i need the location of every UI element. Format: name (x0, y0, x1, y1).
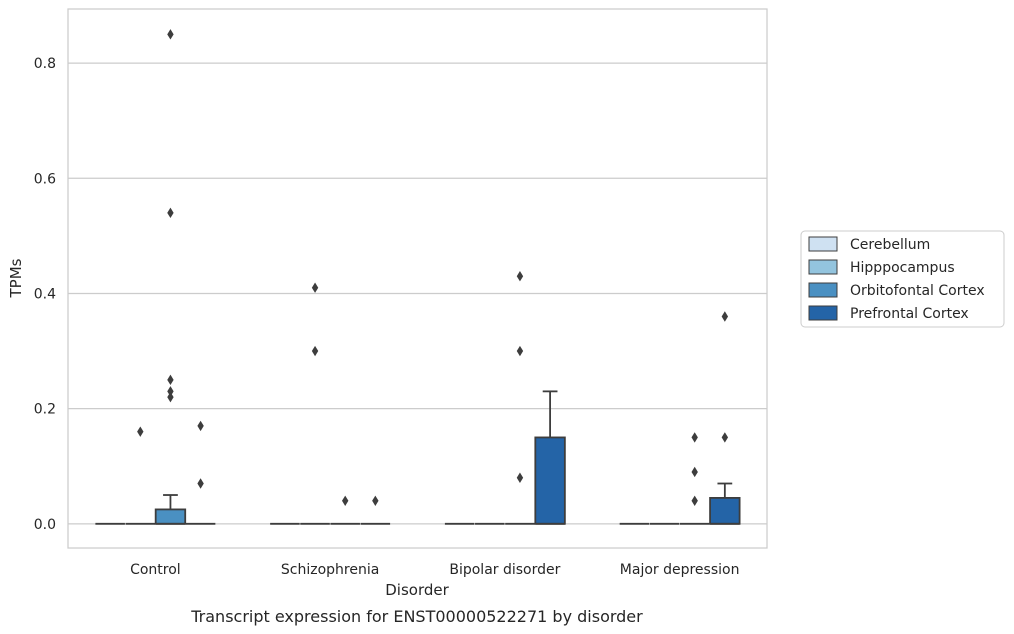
x-axis-label: Disorder (385, 581, 449, 599)
outlier-point (167, 207, 174, 219)
legend-label: Prefrontal Cortex (850, 306, 969, 322)
x-tick-label: Control (130, 562, 181, 578)
outlier-point (167, 374, 174, 386)
box-group (709, 311, 741, 525)
outlier-point (341, 495, 349, 506)
outlier-point (516, 472, 524, 483)
y-axis-label: TPMs (7, 258, 25, 298)
y-tick-labels: 0.0 0.2 0.4 0.6 0.8 (34, 56, 56, 533)
legend-label: Hipppocampus (850, 260, 955, 276)
outlier-point (137, 426, 144, 437)
y-tick-label: 0.4 (34, 286, 56, 302)
box (154, 508, 187, 525)
box-group (534, 390, 566, 525)
legend-swatch (808, 282, 838, 298)
outlier-point (721, 432, 729, 443)
x-tick-label: Major depression (620, 562, 740, 578)
y-tick-label: 0.8 (34, 56, 56, 72)
outlier-point (372, 495, 379, 506)
box-group (330, 495, 360, 525)
boxes (95, 29, 741, 525)
y-tick-label: 0.2 (34, 402, 56, 418)
plot-frame (67, 8, 768, 549)
legend-entries: Cerebellum Hipppocampus Orbitofontal Corte… (808, 236, 985, 322)
outlier-point (691, 466, 698, 478)
x-tick-label: Schizophrenia (281, 562, 379, 578)
outlier-point (167, 391, 174, 403)
outlier-point (311, 345, 319, 357)
outlier-point (691, 495, 698, 506)
box-group (505, 270, 535, 525)
plot-area (68, 9, 767, 548)
legend-swatch (808, 305, 838, 321)
box-group (125, 426, 156, 525)
legend-frame (800, 230, 1005, 328)
x-tick-label: Bipolar disorder (449, 562, 560, 578)
legend: Cerebellum Hipppocampus Orbitofontal Corte… (800, 230, 1005, 328)
y-tick-label: 0.0 (34, 517, 56, 533)
outlier-point (167, 29, 174, 40)
box-group (154, 29, 187, 525)
legend-swatch (808, 259, 838, 275)
box-group (360, 495, 391, 525)
outlier-point (197, 420, 204, 432)
outlier-point (197, 478, 204, 489)
legend-label: Orbitofontal Cortex (850, 283, 985, 299)
outlier-point (721, 311, 729, 322)
box-group (679, 432, 710, 525)
outlier-point (516, 270, 524, 282)
chart-caption: Transcript expression for ENST0000052227… (190, 607, 643, 626)
outlier-point (311, 282, 319, 293)
outlier-point (167, 386, 174, 397)
legend-swatch (808, 236, 838, 252)
box-group (185, 420, 216, 525)
box (709, 497, 741, 525)
box-group (300, 282, 330, 525)
outlier-point (516, 345, 524, 357)
y-tick-label: 0.6 (34, 171, 56, 187)
legend-label: Cerebellum (850, 237, 930, 253)
box (534, 436, 566, 525)
outlier-point (691, 432, 698, 443)
x-tick-labels: Control Schizophrenia Bipolar disorder Majo… (130, 562, 739, 578)
